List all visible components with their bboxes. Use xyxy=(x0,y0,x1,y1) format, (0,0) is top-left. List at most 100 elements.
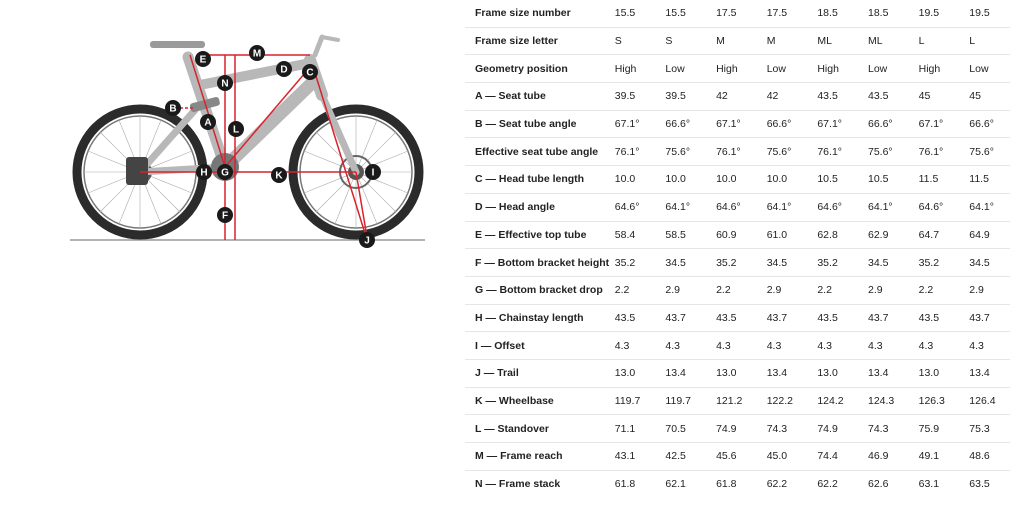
table-cell: 13.0 xyxy=(706,359,757,387)
svg-text:C: C xyxy=(306,68,313,79)
table-cell: 2.9 xyxy=(959,276,1010,304)
table-cell: ML xyxy=(807,27,858,55)
marker-a: A xyxy=(200,114,216,130)
table-cell: 75.6° xyxy=(757,138,808,166)
table-cell: 62.1 xyxy=(655,470,706,497)
svg-text:I: I xyxy=(372,168,375,179)
svg-text:L: L xyxy=(233,125,239,136)
svg-text:A: A xyxy=(204,118,211,129)
table-cell: 61.8 xyxy=(706,470,757,497)
table-cell: 60.9 xyxy=(706,221,757,249)
row-label: C — Head tube length xyxy=(465,166,605,194)
table-cell: 43.5 xyxy=(605,304,656,332)
row-label: L — Standover xyxy=(465,415,605,443)
table-row: K — Wheelbase 119.7 119.7 121.2 122.2 124.2 12… xyxy=(465,387,1010,415)
table-cell: 35.2 xyxy=(909,249,960,277)
marker-k: K xyxy=(271,167,287,183)
table-cell: 10.0 xyxy=(605,166,656,194)
marker-l: L xyxy=(228,121,244,137)
table-cell: High xyxy=(807,55,858,83)
table-cell: 64.6° xyxy=(605,193,656,221)
row-label: A — Seat tube xyxy=(465,83,605,111)
table-cell: 4.3 xyxy=(757,332,808,360)
table-cell: 67.1° xyxy=(706,110,757,138)
table-cell: 18.5 xyxy=(807,0,858,27)
table-cell: 2.9 xyxy=(858,276,909,304)
table-cell: 64.1° xyxy=(959,193,1010,221)
table-cell: Low xyxy=(858,55,909,83)
table-cell: 11.5 xyxy=(959,166,1010,194)
table-cell: 48.6 xyxy=(959,443,1010,471)
table-cell: 45 xyxy=(909,83,960,111)
row-label: J — Trail xyxy=(465,359,605,387)
table-cell: 10.0 xyxy=(706,166,757,194)
row-label: Frame size letter xyxy=(465,27,605,55)
row-label: G — Bottom bracket drop xyxy=(465,276,605,304)
table-cell: 43.7 xyxy=(959,304,1010,332)
table-cell: 76.1° xyxy=(807,138,858,166)
table-cell: 43.5 xyxy=(858,83,909,111)
table-cell: 10.0 xyxy=(757,166,808,194)
marker-j: J xyxy=(359,232,375,248)
table-cell: 19.5 xyxy=(909,0,960,27)
table-cell: 35.2 xyxy=(605,249,656,277)
table-row: Frame size letter S S M M ML ML L L xyxy=(465,27,1010,55)
table-cell: 119.7 xyxy=(605,387,656,415)
table-cell: 58.4 xyxy=(605,221,656,249)
table-cell: 2.2 xyxy=(706,276,757,304)
table-cell: 2.9 xyxy=(757,276,808,304)
table-cell: 43.1 xyxy=(605,443,656,471)
table-cell: Low xyxy=(959,55,1010,83)
rear-derailleur xyxy=(126,157,148,185)
svg-text:J: J xyxy=(364,236,370,247)
svg-text:F: F xyxy=(222,211,228,222)
table-cell: 43.5 xyxy=(706,304,757,332)
table-cell: 4.3 xyxy=(605,332,656,360)
table-cell: 39.5 xyxy=(605,83,656,111)
table-cell: 42.5 xyxy=(655,443,706,471)
table-cell: 4.3 xyxy=(858,332,909,360)
table-cell: 2.2 xyxy=(909,276,960,304)
table-cell: 124.3 xyxy=(858,387,909,415)
table-row: B — Seat tube angle 67.1° 66.6° 67.1° 66.6° 6… xyxy=(465,110,1010,138)
svg-text:N: N xyxy=(221,79,228,90)
row-label: Geometry position xyxy=(465,55,605,83)
table-cell: 76.1° xyxy=(605,138,656,166)
table-cell: 15.5 xyxy=(605,0,656,27)
table-cell: 64.7 xyxy=(909,221,960,249)
table-row: H — Chainstay length 43.5 43.7 43.5 43.7 43.5… xyxy=(465,304,1010,332)
table-cell: 10.0 xyxy=(655,166,706,194)
marker-n: N xyxy=(217,75,233,91)
table-cell: 66.6° xyxy=(757,110,808,138)
table-cell: 121.2 xyxy=(706,387,757,415)
table-cell: 62.2 xyxy=(757,470,808,497)
table-cell: 18.5 xyxy=(858,0,909,27)
row-label: B — Seat tube angle xyxy=(465,110,605,138)
table-cell: 2.2 xyxy=(605,276,656,304)
table-cell: 71.1 xyxy=(605,415,656,443)
table-cell: 39.5 xyxy=(655,83,706,111)
table-cell: 34.5 xyxy=(858,249,909,277)
table-cell: 13.4 xyxy=(757,359,808,387)
table-cell: 4.3 xyxy=(909,332,960,360)
table-cell: 42 xyxy=(757,83,808,111)
table-cell: 10.5 xyxy=(858,166,909,194)
table-cell: 74.3 xyxy=(757,415,808,443)
row-label: E — Effective top tube xyxy=(465,221,605,249)
table-cell: 42 xyxy=(706,83,757,111)
table-cell: 67.1° xyxy=(605,110,656,138)
marker-f: F xyxy=(217,207,233,223)
marker-c: C xyxy=(302,64,318,80)
table-cell: L xyxy=(959,27,1010,55)
table-cell: 74.9 xyxy=(807,415,858,443)
table-cell: 4.3 xyxy=(807,332,858,360)
table-cell: High xyxy=(605,55,656,83)
table-cell: 126.4 xyxy=(959,387,1010,415)
table-cell: 122.2 xyxy=(757,387,808,415)
row-label: K — Wheelbase xyxy=(465,387,605,415)
table-row: J — Trail 13.0 13.4 13.0 13.4 13.0 13.4 13.0 13.… xyxy=(465,359,1010,387)
table-cell: High xyxy=(909,55,960,83)
marker-d: D xyxy=(276,61,292,77)
row-label: I — Offset xyxy=(465,332,605,360)
table-cell: 67.1° xyxy=(807,110,858,138)
